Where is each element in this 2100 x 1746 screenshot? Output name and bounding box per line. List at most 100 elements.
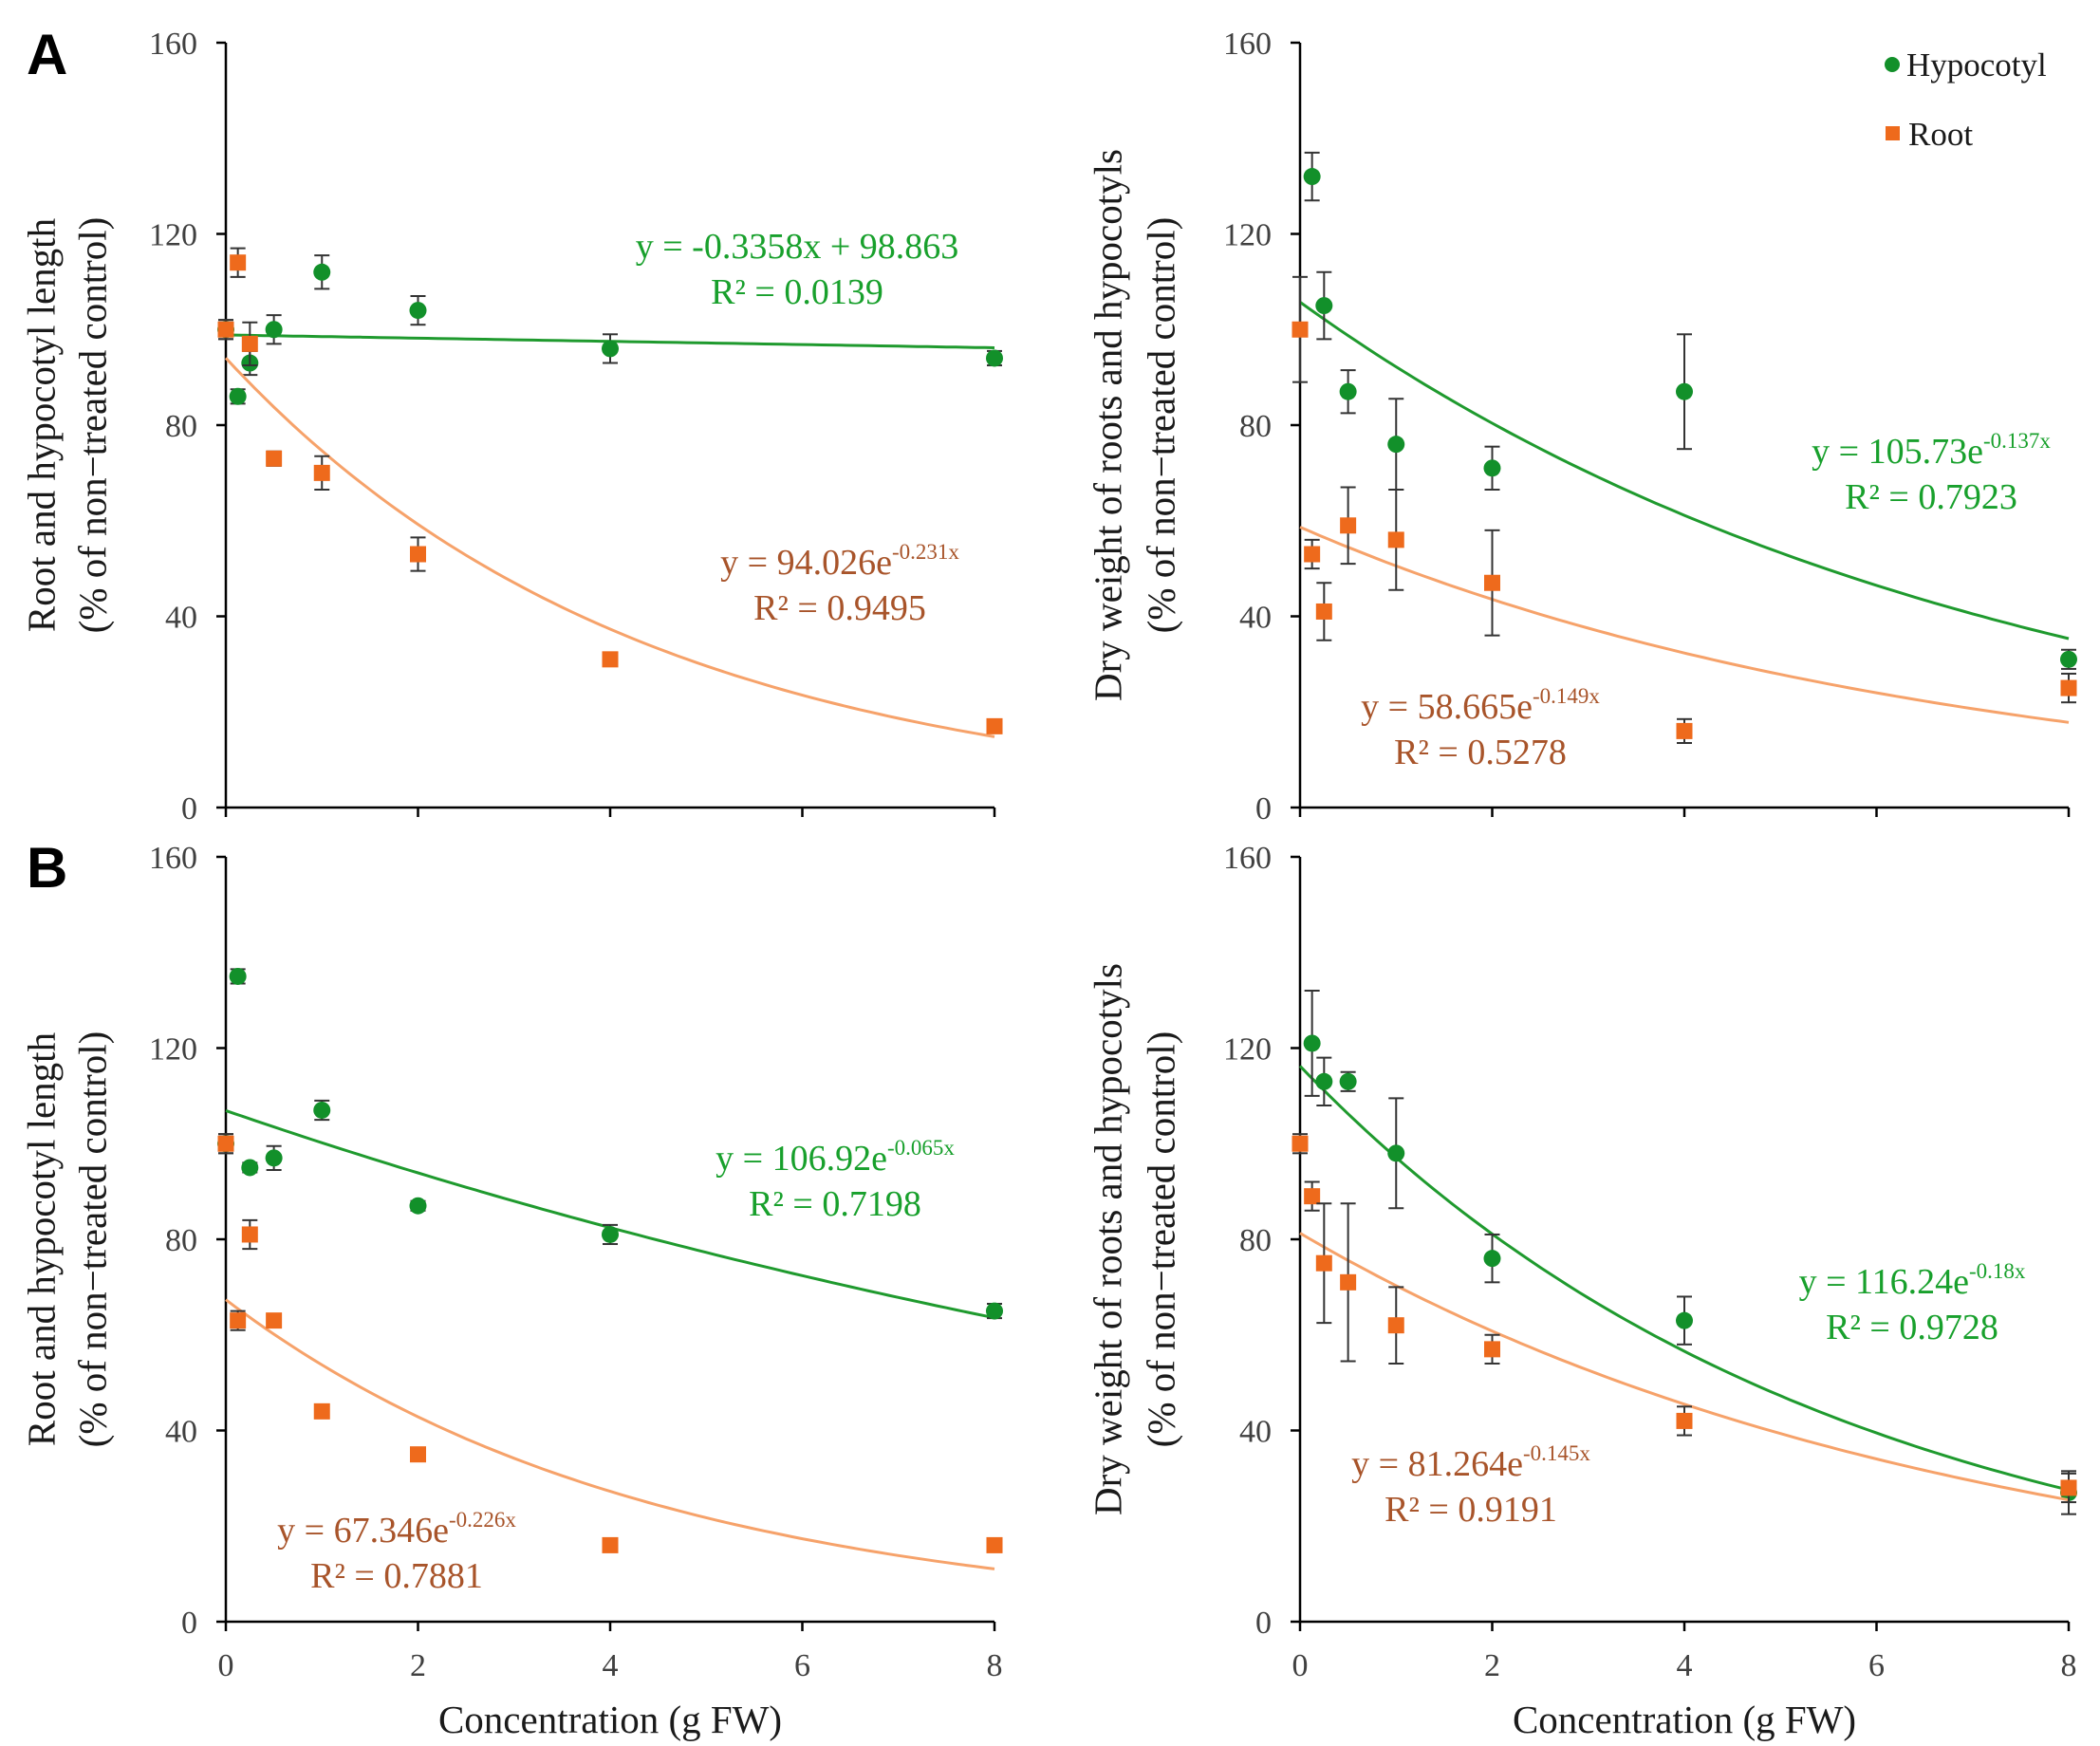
- data-point-hypocotyl: [265, 321, 283, 339]
- equation-root: y = 81.264e-0.145x: [1351, 1441, 1590, 1484]
- x-tick-label: 0: [218, 1648, 234, 1683]
- r-squared-root: R² = 0.9495: [753, 588, 926, 628]
- equation-exponent: -0.145x: [1523, 1441, 1590, 1465]
- legend-root-marker: [1886, 126, 1900, 140]
- data-point-hypocotyl: [1483, 1250, 1501, 1268]
- data-point-root: [1304, 546, 1321, 563]
- equation-main: y = 94.026e: [720, 543, 892, 583]
- data-point-hypocotyl: [229, 387, 247, 405]
- r-squared-hypocotyl: R² = 0.7923: [1845, 477, 2017, 517]
- series-hypocotyl: y = 105.73e-0.137x R² = 0.7923: [1299, 151, 2077, 670]
- y-tick-label: 160: [149, 27, 197, 62]
- y-tick-label: 0: [1255, 1606, 1272, 1641]
- x-tick-label: 6: [794, 1648, 810, 1683]
- data-point-root: [1676, 1412, 1693, 1429]
- equation-main: y = 116.24e: [1799, 1262, 1969, 1302]
- data-point-hypocotyl: [1387, 1144, 1405, 1162]
- data-point-hypocotyl: [265, 1149, 283, 1167]
- x-axis-title: Concentration (g FW): [1513, 1698, 1856, 1741]
- data-point-root: [1315, 1254, 1332, 1272]
- series-hypocotyl: y = -0.3358x + 98.863 R² = 0.0139: [217, 227, 1003, 405]
- data-point-root: [1387, 531, 1404, 548]
- y-tick-label: 120: [1223, 218, 1272, 253]
- r-squared-root: R² = 0.9191: [1385, 1490, 1557, 1530]
- equation-exponent: -0.137x: [1983, 429, 2051, 453]
- data-point-root: [1292, 321, 1309, 338]
- x-tick-label: 8: [2061, 1648, 2077, 1683]
- y-tick-label: 80: [165, 409, 197, 444]
- data-point-hypocotyl: [409, 1197, 427, 1215]
- y-tick-label: 40: [165, 1415, 197, 1450]
- equation-root: y = 94.026e-0.231x: [720, 540, 959, 583]
- equation-main: y = 106.92e: [715, 1139, 887, 1179]
- data-point-root: [1340, 1273, 1357, 1291]
- data-point-hypocotyl: [1339, 382, 1357, 400]
- r-squared-hypocotyl: R² = 0.7198: [749, 1184, 921, 1224]
- equation-exponent: -0.226x: [449, 1508, 516, 1532]
- data-point-hypocotyl: [2060, 650, 2077, 668]
- x-tick-label: 4: [1677, 1648, 1693, 1683]
- legend-hypocotyl-marker: [1885, 57, 1900, 72]
- series-hypocotyl: y = 106.92e-0.065x R² = 0.7198: [217, 967, 1003, 1320]
- data-point-root: [217, 321, 234, 338]
- y-tick-label: 80: [165, 1223, 197, 1258]
- y-tick-label: 160: [1223, 27, 1272, 62]
- equation-exponent: -0.149x: [1533, 684, 1600, 708]
- data-point-hypocotyl: [1315, 297, 1333, 315]
- y-axis-title-line1: Dry weight of roots and hypocotyls: [1086, 963, 1129, 1515]
- x-tick-label: 0: [1292, 1648, 1309, 1683]
- data-point-hypocotyl: [229, 967, 247, 985]
- data-point-hypocotyl: [1676, 382, 1693, 400]
- y-tick-label: 120: [1223, 1032, 1272, 1068]
- x-tick-label: 6: [1868, 1648, 1885, 1683]
- data-point-root: [410, 546, 426, 563]
- x-tick-label: 2: [1484, 1648, 1500, 1683]
- y-tick-label: 40: [165, 601, 197, 636]
- y-tick-label: 160: [149, 841, 197, 876]
- equation-root: y = 58.665e-0.149x: [1361, 684, 1600, 727]
- trendline-root: [1299, 1232, 2070, 1502]
- data-point-root: [986, 717, 1003, 734]
- x-axis-title: Concentration (g FW): [438, 1698, 782, 1741]
- data-point-root: [1304, 1188, 1321, 1205]
- data-point-hypocotyl: [602, 1225, 619, 1243]
- r-squared-hypocotyl: R² = 0.0139: [711, 272, 883, 312]
- y-tick-label: 160: [1223, 841, 1272, 876]
- data-point-hypocotyl: [986, 349, 1003, 367]
- data-point-hypocotyl: [1339, 1072, 1357, 1090]
- y-tick-label: 80: [1239, 1223, 1272, 1258]
- data-point-root: [241, 335, 258, 352]
- data-point-root: [1387, 1317, 1404, 1334]
- x-tick-label: 2: [410, 1648, 426, 1683]
- equation-exponent: -0.065x: [887, 1136, 955, 1160]
- data-point-hypocotyl: [1315, 1072, 1333, 1090]
- y-tick-label: 0: [181, 1606, 197, 1641]
- x-tick-label: 8: [987, 1648, 1003, 1683]
- chart-A-weight: 0 40 80 120 160 Dry weight of roots and hypoc…: [1086, 27, 2077, 827]
- trendline-root: [225, 1298, 995, 1570]
- series-root: y = 81.264e-0.145x R² = 0.9191: [1292, 1133, 2077, 1530]
- equation-main: y = -0.3358x + 98.863: [636, 227, 959, 267]
- data-point-root: [1340, 517, 1357, 534]
- y-axis-title-line2: (% of non−treated control): [1139, 1031, 1182, 1448]
- data-point-root: [986, 1536, 1003, 1553]
- equation-hypocotyl: y = -0.3358x + 98.863: [636, 227, 959, 267]
- equation-exponent: -0.231x: [892, 540, 959, 564]
- y-tick-label: 120: [149, 1032, 197, 1068]
- r-squared-hypocotyl: R² = 0.9728: [1826, 1308, 1998, 1347]
- data-point-hypocotyl: [602, 340, 619, 358]
- data-point-root: [313, 1402, 330, 1420]
- data-point-hypocotyl: [1303, 168, 1321, 186]
- data-point-hypocotyl: [1303, 1034, 1321, 1052]
- y-axis-title-line1: Dry weight of roots and hypocotyls: [1086, 149, 1129, 701]
- data-point-root: [2060, 1479, 2077, 1496]
- chart-B-length: 0 40 80 120 160 0 2 4 6 8 Root and hypocotyl lengt…: [19, 841, 1003, 1741]
- x-tick-label: 4: [603, 1648, 619, 1683]
- data-point-root: [602, 651, 619, 668]
- y-axis-title-line2: (% of non−treated control): [70, 217, 114, 634]
- data-point-root: [266, 1312, 283, 1329]
- series-root: y = 58.665e-0.149x R² = 0.5278: [1292, 275, 2077, 772]
- data-point-root: [1315, 603, 1332, 620]
- data-point-root: [230, 254, 247, 271]
